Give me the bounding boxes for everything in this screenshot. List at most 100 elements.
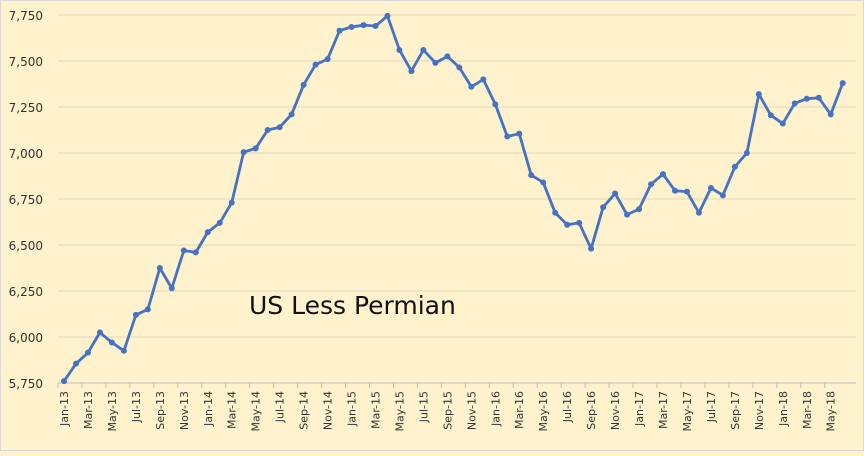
- x-tick-label: Jul-13: [130, 391, 143, 423]
- data-point: [360, 22, 367, 29]
- data-point: [300, 81, 307, 88]
- x-tick-label: Jan-18: [777, 391, 790, 427]
- data-point: [683, 188, 690, 195]
- y-tick-label: 6,750: [9, 193, 43, 207]
- data-point: [516, 130, 523, 137]
- data-point: [276, 124, 283, 131]
- x-tick-label: May-17: [681, 391, 694, 432]
- x-tick-label: Mar-16: [513, 391, 526, 429]
- data-point: [84, 349, 91, 356]
- data-point: [743, 150, 750, 156]
- data-point: [492, 101, 499, 108]
- data-point: [695, 209, 702, 216]
- x-tick-label: Sep-17: [729, 391, 742, 430]
- data-point: [588, 245, 595, 252]
- y-tick-label: 6,250: [9, 285, 43, 299]
- data-point: [420, 46, 427, 53]
- data-point: [96, 329, 103, 336]
- data-point: [779, 120, 786, 127]
- y-tick-label: 6,000: [9, 331, 43, 345]
- data-point: [731, 163, 738, 170]
- x-tick-label: May-15: [393, 391, 406, 432]
- data-point: [671, 187, 678, 194]
- data-point: [240, 149, 247, 156]
- data-point: [755, 91, 762, 98]
- data-point: [468, 83, 475, 90]
- data-point: [192, 249, 199, 256]
- data-point: [61, 378, 67, 385]
- data-point: [791, 100, 798, 107]
- data-point: [660, 171, 666, 178]
- x-tick-label: Nov-14: [322, 391, 335, 430]
- y-tick-label: 6,500: [9, 239, 43, 253]
- data-point: [564, 221, 571, 228]
- data-point: [144, 306, 151, 313]
- x-tick-label: Nov-17: [753, 391, 766, 430]
- data-point: [336, 27, 343, 34]
- x-tick-label: Jan-16: [489, 391, 502, 427]
- data-point: [348, 23, 355, 30]
- data-point: [216, 219, 223, 226]
- data-point: [324, 56, 331, 63]
- data-point: [480, 76, 487, 83]
- data-point: [528, 172, 535, 179]
- data-point: [312, 61, 319, 68]
- data-point: [636, 206, 643, 213]
- data-point: [444, 53, 451, 60]
- x-tick-label: Sep-13: [154, 391, 167, 430]
- x-tick-label: Sep-16: [585, 391, 598, 430]
- data-point: [719, 192, 726, 199]
- x-tick-label: Jan-17: [633, 391, 646, 427]
- x-tick-label: Mar-15: [369, 391, 382, 429]
- data-point: [204, 229, 211, 236]
- data-point: [180, 247, 187, 254]
- x-tick-label: Mar-18: [801, 391, 814, 429]
- y-tick-label: 7,750: [9, 9, 43, 23]
- y-tick-label: 7,000: [9, 147, 43, 161]
- x-tick-label: May-18: [825, 391, 838, 432]
- data-point: [552, 209, 559, 216]
- data-point: [252, 145, 259, 152]
- y-tick-label: 7,250: [9, 101, 43, 115]
- data-point: [827, 111, 834, 118]
- x-tick-label: Jan-13: [58, 391, 71, 427]
- data-point: [767, 112, 774, 119]
- data-point: [504, 133, 511, 140]
- x-tick-label: Mar-17: [657, 391, 670, 429]
- data-point: [288, 111, 295, 118]
- chart-annotation: US Less Permian: [249, 291, 456, 320]
- x-tick-label: May-14: [250, 391, 263, 432]
- y-tick-label: 7,500: [9, 55, 43, 69]
- x-tick-label: Jul-15: [417, 391, 430, 423]
- x-tick-label: Nov-16: [609, 391, 622, 430]
- x-tick-label: Mar-14: [226, 391, 239, 429]
- x-tick-label: Sep-14: [298, 391, 311, 430]
- data-point: [372, 23, 379, 30]
- data-point: [264, 127, 271, 133]
- data-point: [707, 184, 714, 191]
- data-point: [108, 339, 115, 346]
- data-point: [132, 311, 139, 318]
- x-tick-label: May-16: [537, 391, 550, 432]
- x-tick-label: Nov-15: [465, 391, 478, 430]
- data-point: [803, 95, 810, 102]
- data-point: [648, 181, 655, 188]
- x-tick-label: Jan-15: [346, 391, 359, 427]
- x-tick-label: Jul-14: [274, 391, 287, 423]
- data-point: [540, 179, 547, 186]
- x-tick-label: Sep-15: [441, 391, 454, 430]
- data-point: [839, 80, 846, 87]
- data-point: [408, 68, 415, 75]
- data-point: [168, 285, 175, 292]
- y-tick-label: 5,750: [9, 377, 43, 391]
- data-point: [228, 199, 235, 206]
- x-tick-label: Jul-17: [705, 391, 718, 423]
- data-point: [624, 211, 631, 218]
- data-point: [456, 64, 463, 71]
- data-point: [600, 204, 607, 211]
- data-point: [72, 360, 79, 367]
- x-tick-label: Nov-13: [178, 391, 191, 430]
- data-point: [156, 265, 163, 271]
